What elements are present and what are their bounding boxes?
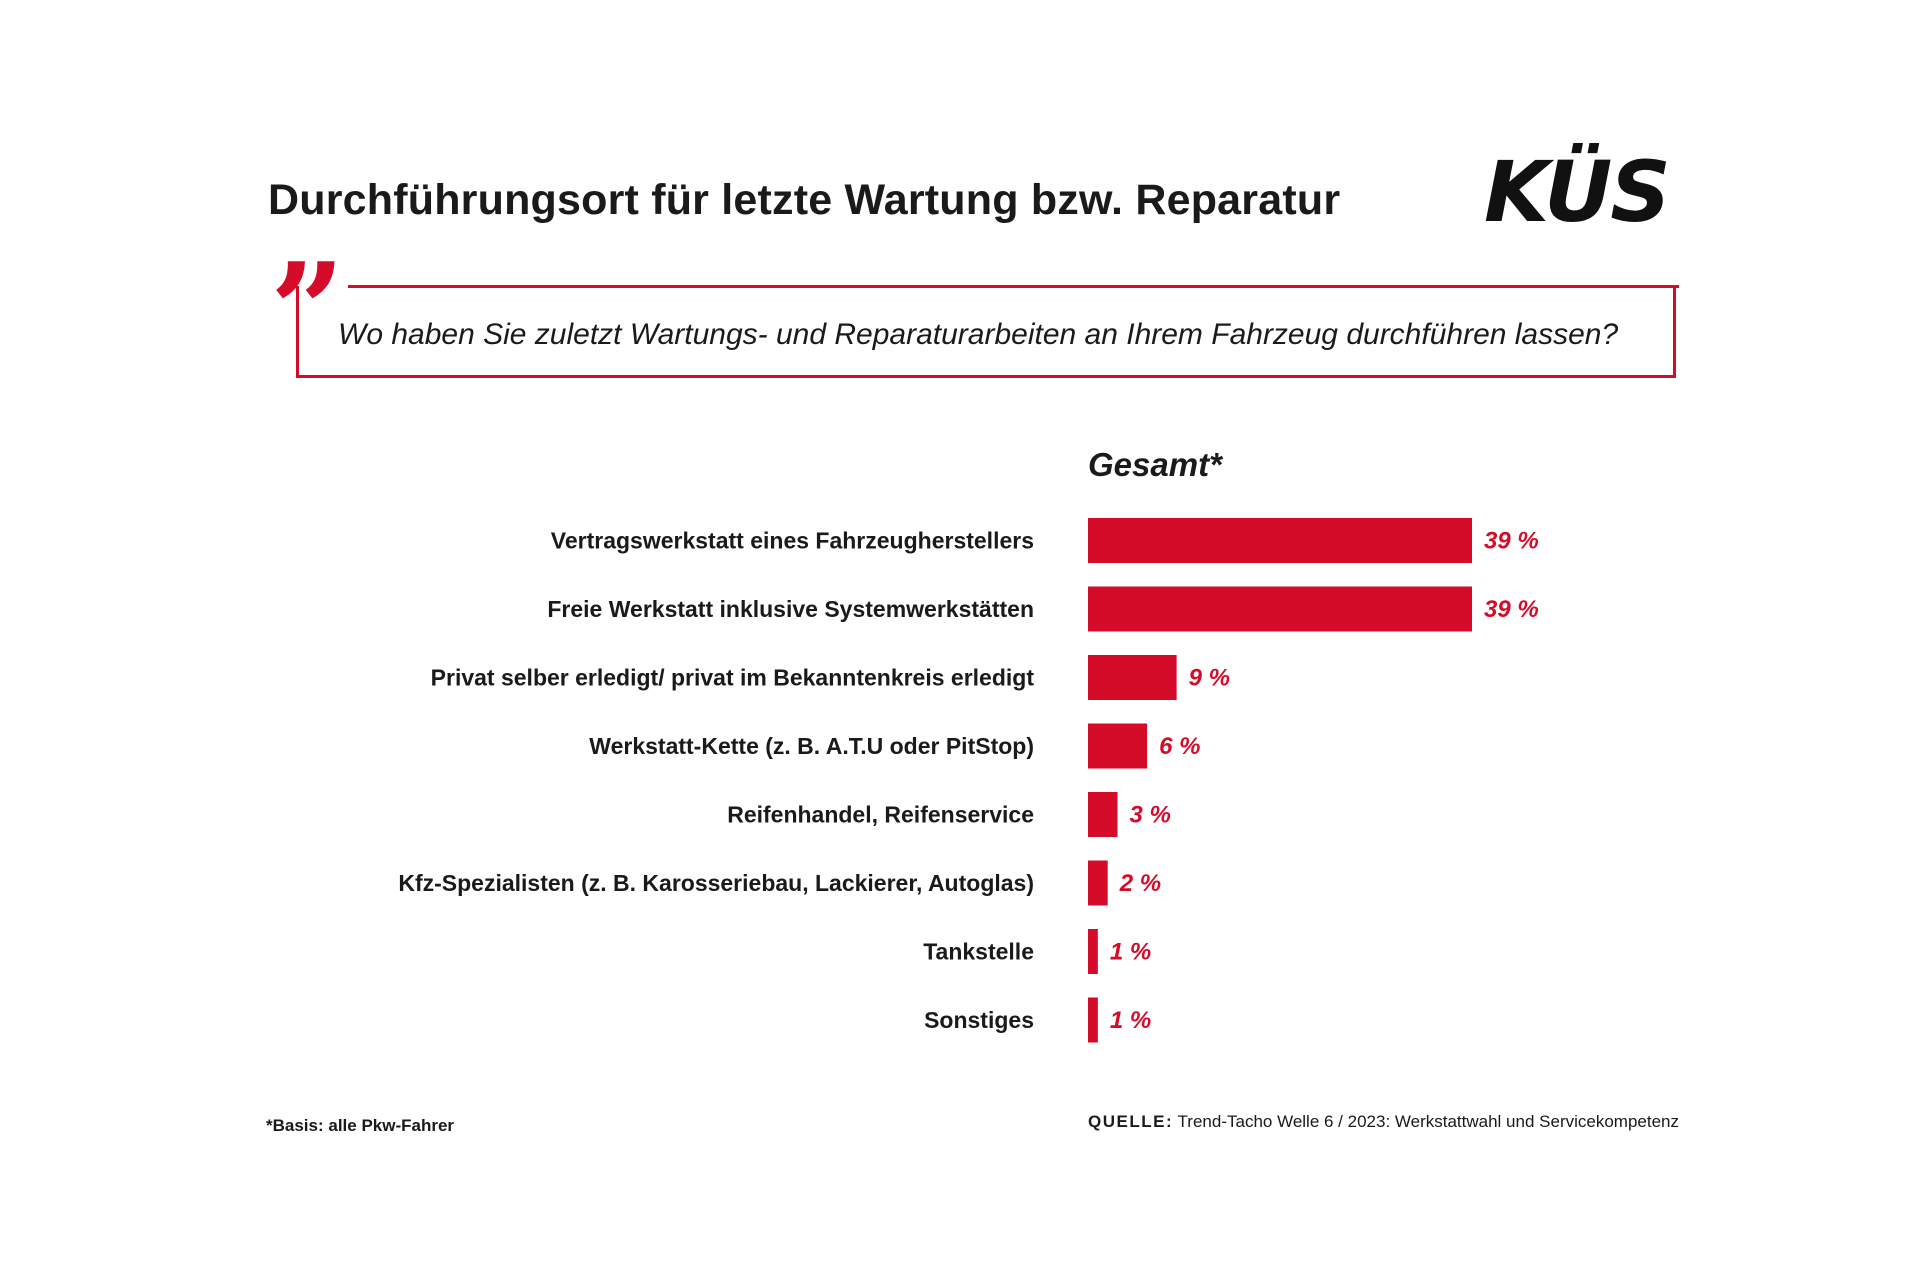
- source-label: QUELLE:: [1088, 1112, 1174, 1131]
- bar: [1088, 586, 1472, 632]
- bar: [1088, 792, 1118, 837]
- question-box: [296, 286, 1676, 378]
- footnote: *Basis: alle Pkw-Fahrer: [266, 1116, 455, 1135]
- kus-logo: KÜS: [1484, 143, 1671, 241]
- chart-subtitle: Gesamt*: [1088, 446, 1222, 483]
- category-label: Kfz-Spezialisten (z. B. Karosseriebau, L…: [398, 870, 1034, 896]
- bar: [1088, 723, 1148, 769]
- value-label: 1 %: [1110, 1007, 1151, 1034]
- bar: [1088, 518, 1472, 563]
- category-label: Sonstiges: [924, 1007, 1034, 1033]
- category-label: Werkstatt-Kette (z. B. A.T.U oder PitSto…: [589, 733, 1034, 759]
- bar: [1088, 997, 1098, 1043]
- bar: [1088, 929, 1098, 974]
- category-label: Vertragswerkstatt eines Fahrzeugherstell…: [551, 528, 1034, 554]
- value-label: 3 %: [1130, 802, 1171, 829]
- bar: [1088, 655, 1177, 700]
- survey-question: Wo haben Sie zuletzt Wartungs- und Repar…: [338, 318, 1619, 351]
- bar: [1088, 860, 1108, 906]
- category-label: Privat selber erledigt/ privat im Bekann…: [431, 665, 1035, 691]
- source-note: QUELLE: Trend-Tacho Welle 6 / 2023: Werk…: [1088, 1112, 1679, 1132]
- value-label: 9 %: [1189, 665, 1230, 692]
- value-label: 39 %: [1484, 596, 1539, 623]
- chart-title: Durchführungsort für letzte Wartung bzw.…: [268, 176, 1341, 224]
- quote-box-top-border: [348, 285, 1679, 288]
- value-label: 1 %: [1110, 939, 1151, 966]
- category-label: Freie Werkstatt inklusive Systemwerkstät…: [547, 596, 1034, 622]
- source-text: Trend-Tacho Welle 6 / 2023: Werkstattwah…: [1173, 1112, 1679, 1131]
- value-label: 6 %: [1159, 733, 1200, 760]
- category-label: Tankstelle: [923, 939, 1034, 965]
- value-label: 2 %: [1119, 870, 1161, 897]
- category-label: Reifenhandel, Reifenservice: [727, 802, 1034, 828]
- value-label: 39 %: [1484, 528, 1539, 555]
